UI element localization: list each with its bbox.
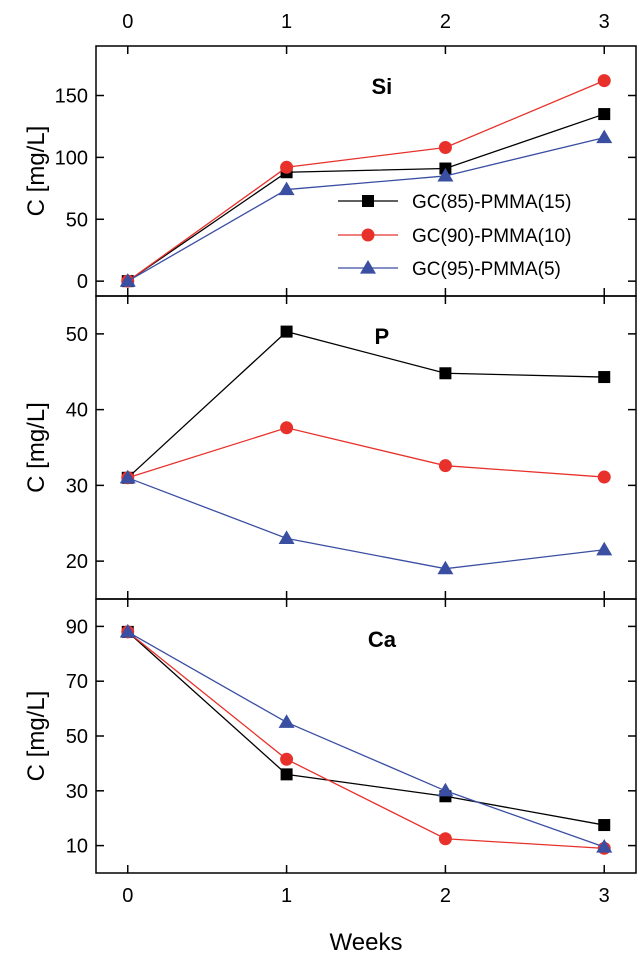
data-point [119, 623, 136, 638]
data-point [280, 752, 294, 766]
x-tick-label: 3 [599, 885, 610, 907]
legend-label: GC(85)-PMMA(15) [412, 192, 571, 213]
y-tick-label: 100 [55, 147, 88, 169]
y-axis-label: C [mg/L] [23, 402, 50, 493]
legend-entry: GC(95)-PMMA(5) [338, 259, 561, 280]
panel-ca: 10 30 50 70 90 C [mg/L] Ca [23, 598, 637, 874]
data-point [278, 181, 295, 196]
data-point [278, 714, 295, 728]
x-tick-label: 2 [440, 885, 451, 907]
data-point [280, 160, 294, 174]
legend-label: GC(90)-PMMA(10) [412, 226, 571, 247]
panel-title: P [375, 324, 390, 349]
data-point [598, 108, 611, 121]
legend-marker [360, 260, 376, 274]
data-point [438, 140, 452, 154]
y-tick-label: 70 [66, 671, 88, 693]
y-tick-label: 20 [66, 551, 88, 573]
series-line [127, 136, 605, 282]
series-line [127, 477, 605, 570]
data-point [437, 560, 454, 575]
data-point [596, 129, 613, 144]
data-point [597, 470, 611, 484]
top-x-tick-label: 1 [281, 11, 292, 33]
data-point [438, 459, 452, 473]
series-circle [121, 421, 611, 485]
y-tick-label: 30 [66, 475, 88, 497]
legend-marker [361, 228, 375, 242]
data-point [280, 768, 293, 781]
bottom-x-axis: 0 1 2 3 [122, 885, 610, 907]
legend-entry: GC(85)-PMMA(15) [338, 192, 571, 213]
panel-p: 20 30 40 50 C [mg/L] P [23, 295, 637, 600]
data-point [280, 421, 294, 435]
top-x-tick-label: 3 [599, 11, 610, 33]
y-tick-label: 50 [66, 726, 88, 748]
data-point [439, 367, 452, 380]
y-tick-label: 10 [66, 836, 88, 858]
data-point [596, 541, 613, 556]
y-tick-label: 90 [66, 616, 88, 638]
data-point [598, 371, 611, 384]
series-triangle [119, 623, 613, 853]
series-circle [121, 74, 611, 288]
y-axis-label: C [mg/L] [23, 126, 50, 217]
panel-frame [95, 598, 637, 874]
data-point [438, 832, 452, 846]
x-tick-label: 1 [281, 885, 292, 907]
y-tick-label: 0 [77, 271, 88, 293]
series-line [127, 427, 605, 479]
data-point [596, 838, 613, 853]
data-point [437, 782, 454, 797]
data-point [597, 74, 611, 88]
series-triangle [119, 129, 613, 287]
y-axis-label: C [mg/L] [23, 691, 50, 782]
x-tick-label: 0 [122, 885, 133, 907]
data-point [119, 273, 136, 287]
series-triangle [119, 469, 613, 575]
legend-marker [362, 195, 374, 207]
series-line [127, 631, 605, 826]
data-point [278, 530, 295, 544]
series-line [127, 631, 605, 849]
data-point [280, 325, 293, 338]
legend-entry: GC(90)-PMMA(10) [338, 226, 571, 247]
series-square [121, 625, 611, 832]
x-axis-label: Weeks [330, 929, 403, 956]
data-point [598, 819, 611, 832]
y-tick-label: 30 [66, 781, 88, 803]
legend: GC(85)-PMMA(15) GC(90)-PMMA(10) GC(95)-PMM… [338, 192, 571, 280]
y-tick-label: 50 [66, 209, 88, 231]
data-point [437, 167, 454, 182]
top-x-axis: 0 1 2 3 [122, 11, 610, 33]
series-circle [121, 625, 611, 855]
top-x-tick-label: 0 [122, 11, 133, 33]
legend-label: GC(95)-PMMA(5) [412, 259, 561, 280]
series-line [127, 631, 605, 848]
series-square [121, 325, 611, 484]
series-line [127, 80, 605, 282]
series-line [127, 330, 605, 479]
panel-title: Ca [368, 627, 397, 652]
top-x-tick-label: 2 [440, 11, 451, 33]
data-point [119, 469, 136, 484]
y-tick-label: 50 [66, 324, 88, 346]
series-line [127, 113, 605, 282]
panel-title: Si [371, 74, 392, 99]
y-tick-label: 40 [66, 400, 88, 422]
y-tick-label: 150 [55, 86, 88, 108]
